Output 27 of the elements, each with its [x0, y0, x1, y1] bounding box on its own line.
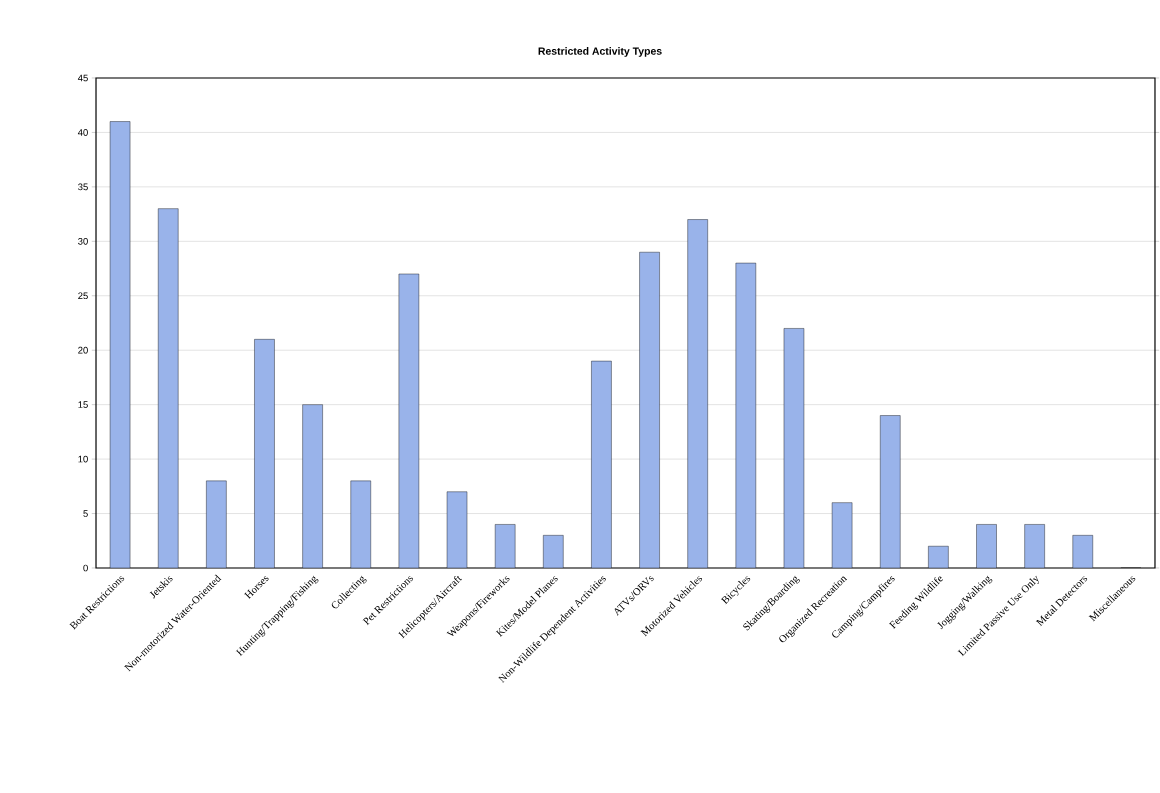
bar [494, 524, 516, 568]
y-tick-label: 40 [77, 129, 88, 136]
y-tick-label: 25 [78, 292, 88, 300]
bar [1024, 524, 1045, 568]
bar [735, 262, 757, 568]
y-tick-label: 30 [78, 237, 88, 245]
bar [158, 208, 179, 568]
bar [254, 339, 275, 568]
bar [1072, 535, 1093, 568]
bar [302, 404, 323, 568]
y-tick-label: 20 [78, 346, 88, 354]
bar [976, 524, 997, 568]
y-tick-label: 10 [78, 455, 88, 463]
y-tick-label: 5 [83, 510, 88, 517]
y-tick-label: 0 [83, 564, 88, 572]
bar [880, 415, 901, 568]
bar [109, 121, 131, 568]
chart-title: Restricted Activity Types [538, 47, 662, 57]
bar [543, 535, 564, 568]
bar [591, 360, 612, 568]
y-tick-label: 35 [78, 183, 88, 191]
bar [350, 480, 371, 568]
y-tick-label: 45 [77, 74, 88, 82]
bar [639, 252, 660, 568]
y-tick-label: 15 [78, 401, 88, 408]
bar [687, 219, 708, 568]
bar [206, 480, 227, 568]
